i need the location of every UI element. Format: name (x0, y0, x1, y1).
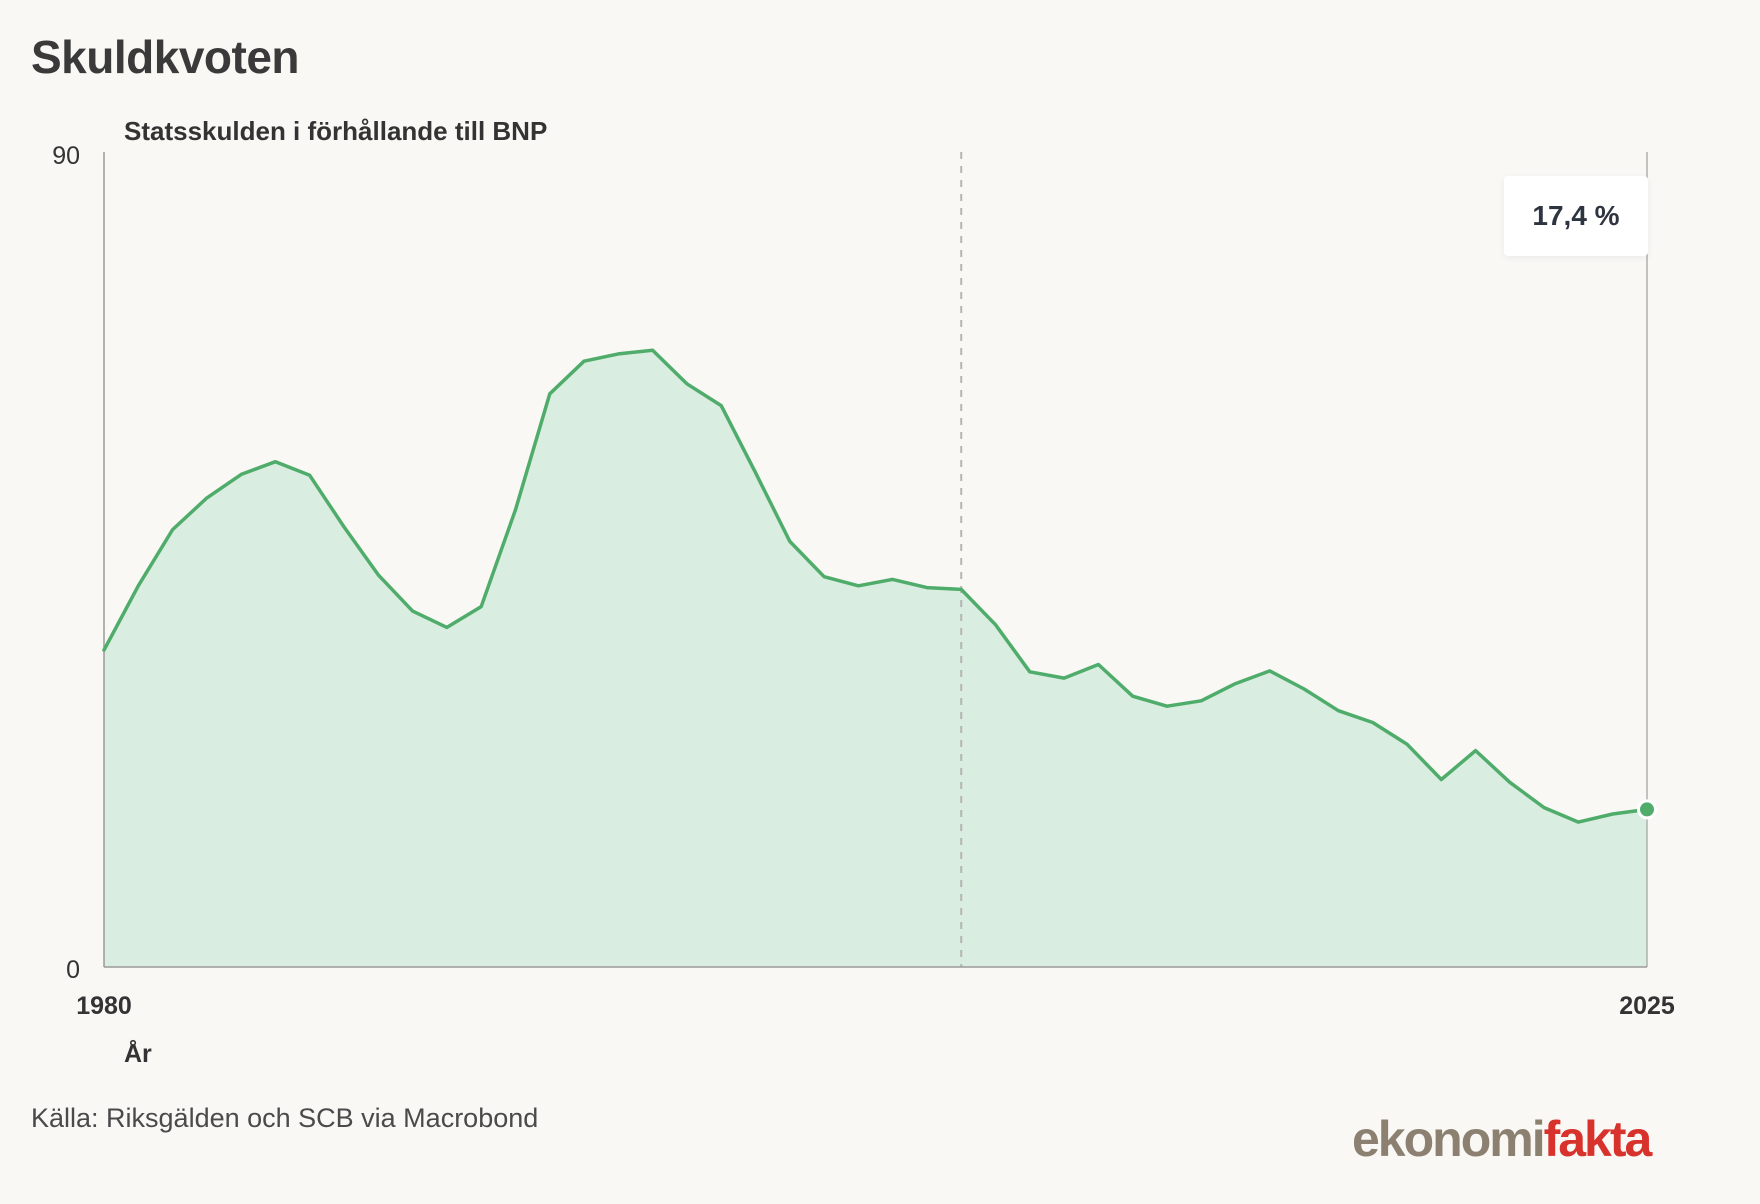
data-point-1990[interactable] (444, 624, 450, 630)
data-point-2013[interactable] (1233, 681, 1239, 687)
series-area-fill (104, 350, 1647, 967)
data-point-2012[interactable] (1198, 698, 1204, 704)
data-point-1994[interactable] (581, 358, 587, 364)
last-value-marker[interactable] (1637, 799, 1657, 820)
data-point-1988[interactable] (375, 572, 381, 578)
data-point-1985[interactable] (272, 459, 278, 465)
data-point-1987[interactable] (341, 524, 347, 530)
y-tick-label-max: 90 (52, 142, 80, 170)
series-line (102, 348, 1649, 824)
data-point-1997[interactable] (684, 381, 690, 387)
data-point-1986[interactable] (307, 472, 313, 478)
data-point-1993[interactable] (547, 391, 553, 397)
data-point-2011[interactable] (1164, 703, 1170, 709)
data-point-1989[interactable] (410, 608, 416, 614)
data-point-2016[interactable] (1335, 708, 1341, 714)
data-point-1998[interactable] (718, 403, 724, 409)
data-point-2002[interactable] (855, 583, 861, 589)
data-point-2022[interactable] (1541, 805, 1547, 811)
data-point-2009[interactable] (1095, 662, 1101, 668)
data-point-2014[interactable] (1267, 668, 1273, 674)
data-point-1984[interactable] (238, 471, 244, 477)
logo-text-fakta: fakta (1543, 1111, 1653, 1167)
data-point-2020[interactable] (1473, 748, 1479, 754)
data-point-2007[interactable] (1027, 669, 1033, 675)
x-tick-label-end: 2025 (1619, 992, 1675, 1020)
data-point-2019[interactable] (1438, 777, 1444, 783)
x-axis-label: År (124, 1039, 152, 1068)
data-point-1983[interactable] (204, 495, 210, 501)
data-point-2001[interactable] (821, 574, 827, 580)
x-tick-label-start: 1980 (76, 992, 132, 1020)
logo-text-ekonomi: ekonomi (1352, 1111, 1546, 1167)
source-note: Källa: Riksgälden och SCB via Macrobond (31, 1103, 539, 1133)
data-point-2015[interactable] (1301, 686, 1307, 692)
data-point-1996[interactable] (650, 347, 656, 353)
data-point-1982[interactable] (170, 527, 176, 533)
data-point-2008[interactable] (1061, 675, 1067, 681)
page-title: Skuldkvoten (31, 31, 300, 83)
data-point-2021[interactable] (1507, 779, 1513, 785)
y-tick-label-min: 0 (66, 956, 80, 984)
data-point-2017[interactable] (1370, 720, 1376, 726)
chart-subtitle: Statsskulden i förhållande till BNP (124, 116, 547, 146)
data-point-1992[interactable] (512, 507, 518, 513)
data-point-1995[interactable] (615, 351, 621, 357)
data-point-1999[interactable] (752, 470, 758, 476)
data-point-2024[interactable] (1610, 811, 1616, 817)
data-point-1980[interactable] (101, 647, 107, 653)
data-point-2018[interactable] (1404, 741, 1410, 747)
data-point-2006[interactable] (993, 622, 999, 628)
data-point-1991[interactable] (478, 604, 484, 610)
data-point-2003[interactable] (890, 576, 896, 582)
data-point-2010[interactable] (1130, 693, 1136, 699)
data-point-2000[interactable] (787, 538, 793, 544)
data-point-2005[interactable] (958, 586, 964, 592)
data-point-2004[interactable] (924, 585, 930, 591)
data-point-1981[interactable] (135, 583, 141, 589)
ekonomifakta-logo: ekonomifakta (1352, 1110, 1653, 1168)
value-tooltip: 17,4 % (1504, 176, 1648, 256)
data-point-2023[interactable] (1575, 819, 1581, 825)
